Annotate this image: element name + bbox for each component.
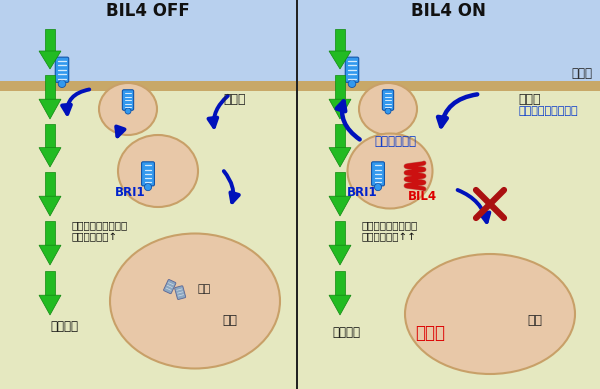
Bar [45, 172, 55, 196]
Text: BIL4 OFF: BIL4 OFF [106, 2, 190, 20]
FancyBboxPatch shape [164, 279, 176, 294]
Text: 細胞質: 細胞質 [519, 93, 541, 105]
Polygon shape [39, 295, 61, 315]
Ellipse shape [347, 133, 433, 209]
Circle shape [348, 80, 356, 88]
Polygon shape [39, 148, 61, 167]
Bar [0, 0, 600, 84]
Ellipse shape [359, 83, 417, 135]
Bar [45, 75, 55, 99]
Circle shape [374, 184, 382, 191]
Text: 液胞: 液胞 [527, 314, 542, 328]
Bar [45, 124, 55, 148]
FancyArrowPatch shape [62, 89, 89, 114]
FancyBboxPatch shape [371, 162, 385, 186]
Text: BIL4: BIL4 [407, 189, 437, 203]
Ellipse shape [99, 83, 157, 135]
Bar [0, 81, 600, 91]
Text: 細胞膜: 細胞膜 [571, 67, 592, 79]
Ellipse shape [118, 135, 198, 207]
Polygon shape [329, 295, 351, 315]
Text: BRI1: BRI1 [347, 186, 377, 198]
Polygon shape [39, 51, 61, 69]
Polygon shape [39, 196, 61, 216]
Bar [296, 0, 298, 389]
FancyArrowPatch shape [116, 126, 125, 136]
Polygon shape [39, 245, 61, 265]
FancyBboxPatch shape [142, 162, 154, 186]
Bar [45, 271, 55, 295]
Polygon shape [329, 245, 351, 265]
FancyArrowPatch shape [224, 171, 239, 202]
Bar [335, 221, 345, 245]
Text: 分解: 分解 [198, 284, 211, 294]
Bar [335, 271, 345, 295]
Polygon shape [329, 148, 351, 167]
Text: 細胞伸長: 細胞伸長 [50, 321, 78, 333]
Bar [335, 172, 345, 196]
Text: 液胞: 液胞 [223, 314, 238, 328]
Bar [45, 221, 55, 245]
Polygon shape [329, 99, 351, 119]
FancyBboxPatch shape [382, 90, 394, 110]
Text: BIL4 ON: BIL4 ON [410, 2, 485, 20]
Polygon shape [329, 51, 351, 69]
Text: エンドソーム: エンドソーム [374, 135, 416, 147]
FancyArrowPatch shape [208, 96, 228, 127]
Text: ブラシノステロイド
シグナル伝達↑↑: ブラシノステロイド シグナル伝達↑↑ [362, 220, 418, 242]
Text: 細胞伸長: 細胞伸長 [332, 326, 360, 340]
Ellipse shape [110, 233, 280, 368]
FancyBboxPatch shape [122, 90, 134, 110]
Bar [45, 29, 55, 51]
Bar [335, 29, 345, 51]
Text: 細胞質: 細胞質 [224, 93, 246, 105]
Text: BRI1: BRI1 [115, 186, 145, 198]
Circle shape [125, 108, 131, 114]
FancyBboxPatch shape [175, 286, 185, 300]
FancyBboxPatch shape [345, 57, 359, 82]
Polygon shape [39, 99, 61, 119]
FancyArrowPatch shape [438, 95, 477, 126]
Text: エンドサイトーシス: エンドサイトーシス [518, 106, 578, 116]
Bar [335, 75, 345, 99]
Ellipse shape [405, 254, 575, 374]
FancyBboxPatch shape [55, 57, 69, 82]
FancyArrowPatch shape [337, 102, 359, 139]
FancyArrowPatch shape [458, 190, 490, 222]
Circle shape [385, 108, 391, 114]
Text: 活性化: 活性化 [415, 324, 445, 342]
Text: ブラシノステロイド
シグナル伝達↑: ブラシノステロイド シグナル伝達↑ [72, 220, 128, 242]
Circle shape [58, 80, 66, 88]
Polygon shape [329, 196, 351, 216]
Circle shape [145, 184, 152, 191]
Bar [335, 124, 345, 148]
